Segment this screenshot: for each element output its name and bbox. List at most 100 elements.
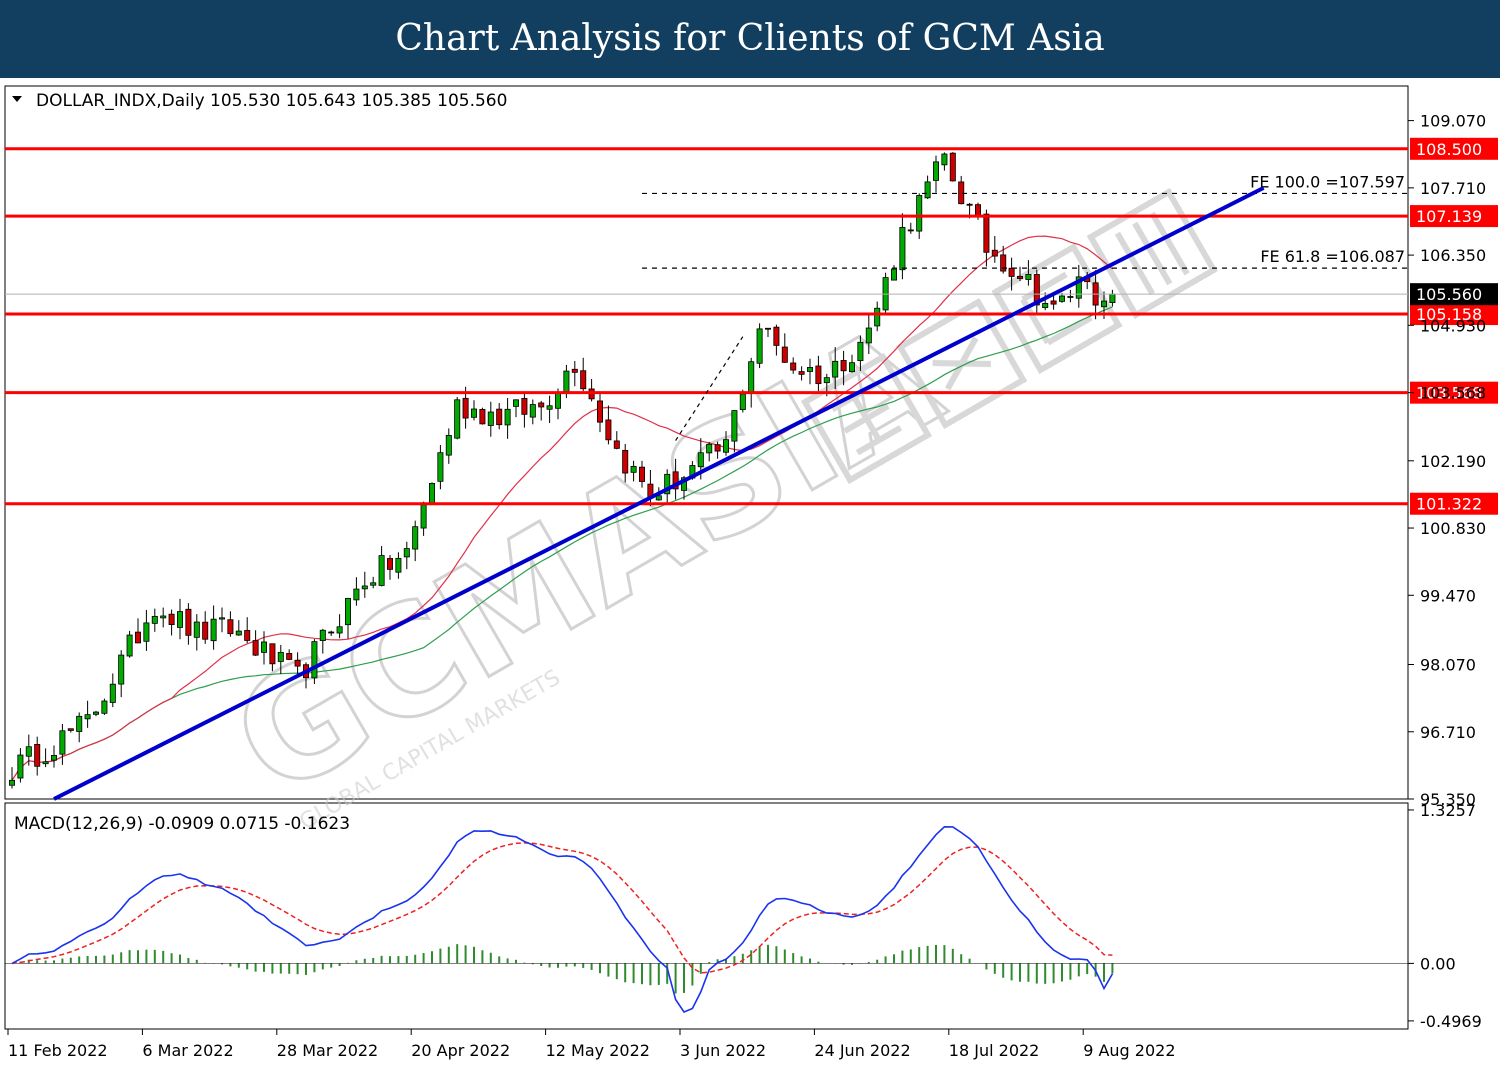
candle — [193, 614, 200, 651]
candle-body — [815, 365, 822, 385]
candle-body — [25, 746, 32, 757]
candle-body — [51, 755, 58, 761]
level-price-tag: 105.158 — [1410, 303, 1498, 326]
candle — [260, 631, 267, 665]
ma-fast-line — [11, 235, 1113, 781]
candle — [865, 315, 872, 355]
candle — [134, 618, 141, 644]
macd-tick-label: -0.4969 — [1420, 1012, 1482, 1031]
candle-body — [1008, 267, 1015, 277]
date-tick-label: 6 Mar 2022 — [142, 1041, 233, 1060]
level-tag-label: 101.322 — [1416, 495, 1482, 514]
candle — [1042, 292, 1049, 311]
candle — [25, 734, 32, 766]
price-tick-label: 107.710 — [1420, 179, 1486, 198]
price-tick-label: 103.568 — [1420, 384, 1486, 403]
candle-body — [521, 398, 528, 415]
candle — [597, 392, 604, 433]
candle — [538, 400, 545, 421]
candle — [983, 209, 990, 267]
level-tag-background — [1410, 205, 1498, 228]
candle-body — [655, 495, 662, 501]
candle-body — [328, 631, 335, 634]
candle-body — [1000, 254, 1007, 272]
candle-body — [168, 613, 175, 626]
candle — [344, 597, 351, 639]
candle-body — [395, 557, 402, 573]
candle-body — [941, 153, 948, 166]
candle-body — [823, 377, 830, 384]
candle — [1017, 266, 1024, 281]
candle-body — [403, 548, 410, 558]
level-price-tag: 101.322 — [1410, 492, 1498, 515]
candle-body — [798, 371, 805, 375]
candle-body — [386, 558, 393, 570]
level-tag-background — [1410, 303, 1498, 326]
candle — [949, 152, 956, 182]
candle-body — [672, 471, 679, 490]
candle — [933, 155, 940, 193]
candle — [8, 767, 15, 789]
candle — [513, 399, 520, 418]
candle — [840, 350, 847, 386]
candle-body — [361, 585, 368, 590]
candle — [571, 360, 578, 387]
macd-tick-label: 1.3257 — [1420, 801, 1476, 820]
candle — [815, 355, 822, 391]
candle — [790, 357, 797, 374]
level-tag-background — [1410, 137, 1498, 160]
candle-body — [891, 268, 898, 281]
candle — [244, 617, 251, 644]
date-tick-label: 9 Aug 2022 — [1083, 1041, 1175, 1060]
candle-body — [748, 361, 755, 394]
candle — [857, 335, 864, 371]
candle — [202, 611, 209, 644]
candle-body — [765, 327, 772, 330]
candle — [731, 410, 738, 453]
dropdown-triangle-icon[interactable] — [12, 96, 22, 102]
candle-body — [496, 408, 503, 426]
candle — [613, 431, 620, 450]
candle — [67, 728, 74, 733]
candle-body — [193, 621, 200, 638]
date-tick-label: 3 Jun 2022 — [680, 1041, 766, 1060]
candle-body — [244, 630, 251, 641]
date-tick-label: 18 Jul 2022 — [949, 1041, 1040, 1060]
level-price-tag: 107.139 — [1410, 205, 1498, 228]
candle — [151, 608, 158, 632]
level-tag-label: 103.568 — [1416, 384, 1482, 403]
candle — [227, 611, 234, 637]
candle-body — [176, 611, 183, 628]
candle-body — [286, 653, 293, 660]
candle — [1075, 264, 1082, 308]
candle-body — [781, 346, 788, 363]
current-price-tag-label: 105.560 — [1416, 285, 1482, 304]
trendline[interactable] — [53, 186, 1265, 801]
candle — [51, 745, 58, 768]
candle-body — [42, 761, 49, 765]
candle-body — [210, 618, 217, 642]
candle — [101, 698, 108, 715]
candle — [672, 458, 679, 500]
chart-area: GCMASIA GLOBAL CAPITAL MARKETS FE 100.0 … — [0, 78, 1500, 1071]
candle-body — [428, 482, 435, 505]
candle-body — [1067, 296, 1074, 298]
macd-panel — [4, 802, 1409, 1030]
candle-body — [143, 622, 150, 642]
candle-body — [17, 754, 24, 779]
candle-body — [538, 402, 545, 408]
candle — [286, 649, 293, 661]
candle — [630, 460, 637, 482]
price-tick-label: 106.350 — [1420, 246, 1486, 265]
candle-body — [437, 452, 444, 482]
candle — [907, 222, 914, 234]
candle-body — [84, 714, 91, 720]
candle — [84, 700, 91, 728]
candle — [176, 598, 183, 640]
candle-body — [1059, 295, 1066, 302]
candle-body — [151, 615, 158, 624]
candle — [218, 607, 225, 633]
candle-body — [277, 651, 284, 662]
candle — [798, 366, 805, 381]
candle-body — [849, 362, 856, 373]
